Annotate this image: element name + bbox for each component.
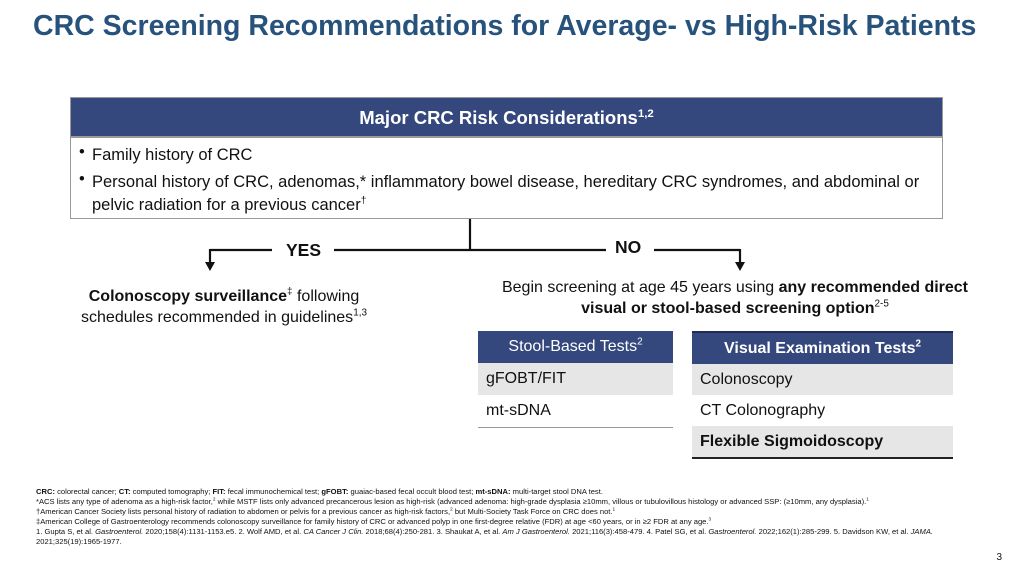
no-bold: any recommended direct visual or stool-b…	[581, 279, 969, 317]
ref-authors: Shaukat A, et al.	[444, 527, 501, 536]
footnote-text: while MSTF lists only advanced precancer…	[217, 497, 867, 506]
footnote-sup: 1	[612, 506, 616, 512]
yes-label: YES	[286, 240, 322, 260]
footnote-sup: 1	[866, 496, 869, 502]
header-sup: 2	[637, 336, 643, 348]
ref-authors: Gupta S, et al.	[44, 527, 94, 536]
risk-list: Family history of CRC Personal history o…	[71, 141, 942, 217]
page-number: 3	[996, 552, 1002, 563]
yes-text: Colonoscopy surveillance‡ following sche…	[74, 286, 374, 328]
risk-bullet: Family history of CRC	[79, 141, 942, 167]
ref-citation: 2021;325(19):1965-1977.	[36, 537, 122, 546]
no-ref: 2-5	[874, 298, 889, 310]
ref-citation: 2020;158(4):1131-1153.e5.	[145, 527, 237, 536]
footnote-text: †American Cancer Society lists personal …	[36, 507, 451, 516]
footnote-text: ‡American College of Gastroenterology re…	[36, 517, 709, 526]
ref-citation: 2022;162(1):285-299.	[758, 527, 832, 536]
abbr-term: mt-sDNA:	[475, 487, 511, 496]
heading-sup: 1,2	[637, 107, 654, 120]
risk-bullet: Personal history of CRC, adenomas,* infl…	[79, 168, 942, 217]
footnote-sup: 2	[212, 496, 216, 502]
visual-header: Visual Examination Tests2	[692, 331, 953, 364]
ref-authors: Davidson KW, et al.	[842, 527, 909, 536]
stool-row: gFOBT/FIT	[478, 363, 673, 395]
notes: CRC: colorectal cancer; CT: computed tom…	[36, 487, 956, 547]
footnote: ‡American College of Gastroenterology re…	[36, 517, 956, 527]
bullet-text: Family history of CRC	[92, 146, 253, 164]
ref-journal: JAMA.	[910, 527, 933, 536]
abbr-definition: colorectal cancer;	[57, 487, 117, 496]
ref-journal: CA Cancer J Clin.	[303, 527, 364, 536]
header-text: Visual Examination Tests	[724, 339, 916, 357]
ref-authors: Wolf AMD, et al.	[246, 527, 302, 536]
no-label: NO	[615, 237, 642, 257]
abbr-definition: fecal immunochemical test;	[227, 487, 320, 496]
yes-sup: ‡	[287, 286, 293, 298]
ref-journal: Am J Gastroenterol.	[502, 527, 570, 536]
risk-box-heading: Major CRC Risk Considerations1,2	[71, 98, 942, 138]
ref-authors: Patel SG, et al.	[655, 527, 707, 536]
arrowhead	[735, 262, 745, 271]
abbr-term: CT:	[118, 487, 131, 496]
bullet-sup: †	[360, 195, 367, 207]
abbr-definition: computed tomography;	[132, 487, 211, 496]
footnote-sup: 3	[708, 516, 712, 522]
abbr-term: CRC:	[36, 487, 55, 496]
header-text: Stool-Based Tests	[508, 338, 638, 355]
ref-journal: Gastroenterol.	[708, 527, 757, 536]
yes-bold: Colonoscopy surveillance	[88, 288, 288, 305]
ref-number: 3.	[436, 527, 443, 536]
ref-number: 2.	[238, 527, 245, 536]
visual-row: CT Colonography	[700, 401, 826, 419]
visual-table: Visual Examination Tests2 Colonoscopy CT…	[692, 331, 953, 459]
abbr-term: FIT:	[212, 487, 226, 496]
heading-text: Major CRC Risk Considerations	[359, 107, 638, 128]
ref-number: 5.	[833, 527, 841, 536]
abbr-term: gFOBT:	[321, 487, 349, 496]
ref-citation: 2018;68(4):250-281.	[365, 527, 435, 536]
footnote-text: but Multi-Society Task Force on CRC does…	[454, 507, 613, 516]
footnote: †American Cancer Society lists personal …	[36, 507, 956, 517]
ref-journal: Gastroenterol.	[95, 527, 144, 536]
stool-header: Stool-Based Tests2	[478, 331, 673, 363]
risk-box: Major CRC Risk Considerations1,2 Family …	[70, 97, 943, 219]
footnote: *ACS lists any type of adenoma as a high…	[36, 497, 956, 507]
abbr-definition: multi-target stool DNA test.	[512, 487, 603, 496]
ref-citation: 2021;116(3):458-479.	[572, 527, 645, 536]
footnote-sup: 2	[450, 506, 453, 512]
references: 1. Gupta S, et al. Gastroenterol. 2020;1…	[36, 527, 956, 547]
bullet-text: Personal history of CRC, adenomas,* infl…	[92, 173, 920, 214]
visual-row: Colonoscopy	[692, 364, 953, 395]
stool-row: mt-sDNA	[478, 395, 673, 428]
yes-ref: 1,3	[353, 307, 367, 319]
no-text: Begin screening at age 45 years using an…	[500, 277, 970, 319]
abbreviations: CRC: colorectal cancer; CT: computed tom…	[36, 487, 956, 497]
slide-title: CRC Screening Recommendations for Averag…	[33, 10, 977, 42]
footnote-text: *ACS lists any type of adenoma as a high…	[36, 497, 213, 506]
header-sup: 2	[915, 338, 921, 350]
no-body: Begin screening at age 45 years using	[501, 279, 775, 296]
ref-number: 4.	[646, 527, 654, 536]
ref-number: 1.	[36, 527, 43, 536]
visual-row: Flexible Sigmoidoscopy	[692, 426, 953, 459]
yes-body: following schedules recommended in guide…	[81, 288, 360, 326]
arrowhead	[205, 262, 215, 271]
stool-table: Stool-Based Tests2 gFOBT/FIT mt-sDNA	[478, 331, 673, 428]
abbr-definition: guaiac-based fecal occult blood test;	[350, 487, 474, 496]
